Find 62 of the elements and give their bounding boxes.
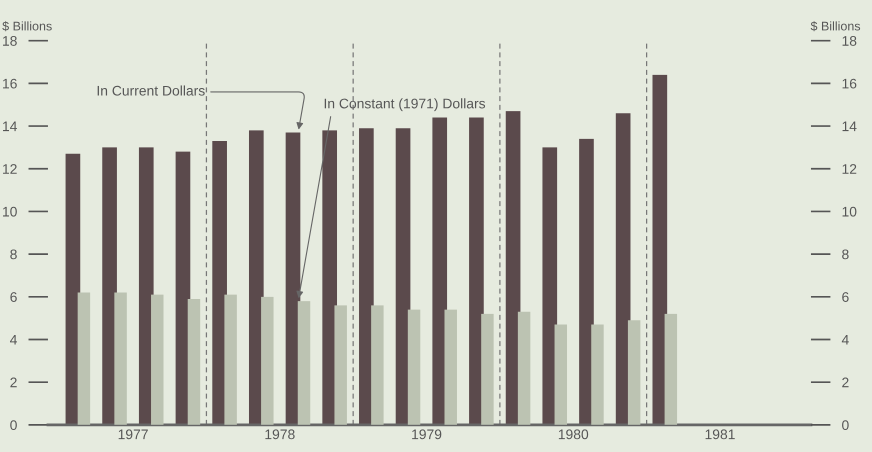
bar — [469, 118, 484, 425]
bar — [212, 141, 227, 425]
bar — [628, 320, 640, 425]
y-tick-label: 0 — [10, 420, 17, 430]
y-tick-label: 10 — [3, 206, 17, 217]
bar — [78, 292, 90, 425]
y2-tick-label: 14 — [842, 122, 857, 132]
y-tick-label: 16 — [3, 78, 17, 89]
bar — [579, 138, 594, 425]
bar — [102, 147, 117, 425]
y2-tick-label: 10 — [842, 206, 856, 217]
bar — [652, 74, 668, 425]
x-tick-label: 1979 — [412, 429, 442, 440]
y-tick-label: 14 — [3, 122, 17, 132]
bar — [371, 305, 384, 425]
y2-tick-label: 0 — [842, 420, 849, 430]
bar — [616, 113, 630, 425]
bar — [518, 312, 530, 425]
bar — [151, 294, 164, 425]
x-tick-label: 1980 — [558, 429, 588, 440]
bar — [506, 111, 520, 425]
y-tick-label: 4 — [10, 334, 17, 345]
annotation: In Constant (1971) Dollars — [324, 98, 486, 112]
bar — [176, 152, 190, 425]
bar — [224, 294, 237, 425]
y-tick-label: 2 — [10, 378, 17, 388]
x-tick-label: 1978 — [265, 429, 295, 440]
y-tick-label: 8 — [10, 249, 17, 260]
annotation: In Current Dollars — [98, 85, 205, 96]
bar — [432, 118, 448, 425]
y2-tick-label: 12 — [842, 164, 856, 174]
bar — [114, 292, 127, 425]
bar — [481, 314, 494, 425]
bar — [248, 130, 264, 425]
bar — [286, 132, 300, 425]
y-tick-label: 12 — [3, 164, 17, 174]
y2-tick-label: 2 — [842, 378, 849, 388]
y2-tick-label: 16 — [842, 78, 856, 89]
bar — [138, 147, 154, 425]
bar — [396, 128, 410, 425]
y-tick-label: 18 — [3, 36, 17, 46]
y-tick-label: 6 — [10, 292, 17, 302]
bar — [554, 324, 568, 425]
bar — [359, 128, 374, 425]
bar — [188, 298, 200, 425]
bar — [261, 296, 274, 425]
y2-axis-title: $ Billions — [810, 21, 860, 32]
y2-tick-label: 6 — [842, 292, 849, 302]
bar — [591, 324, 604, 425]
bar — [298, 301, 310, 425]
y-axis-title: $ Billions — [2, 21, 52, 32]
bar — [408, 310, 420, 425]
bar — [444, 310, 457, 425]
bar — [322, 130, 338, 425]
y2-tick-label: 8 — [842, 249, 849, 260]
y2-tick-label: 18 — [842, 36, 856, 46]
x-tick-label: 1977 — [118, 429, 148, 440]
bar — [664, 314, 678, 425]
x-tick-label: 1981 — [706, 429, 735, 440]
bar — [334, 305, 347, 425]
y2-tick-label: 4 — [842, 334, 849, 345]
bar — [542, 147, 558, 425]
